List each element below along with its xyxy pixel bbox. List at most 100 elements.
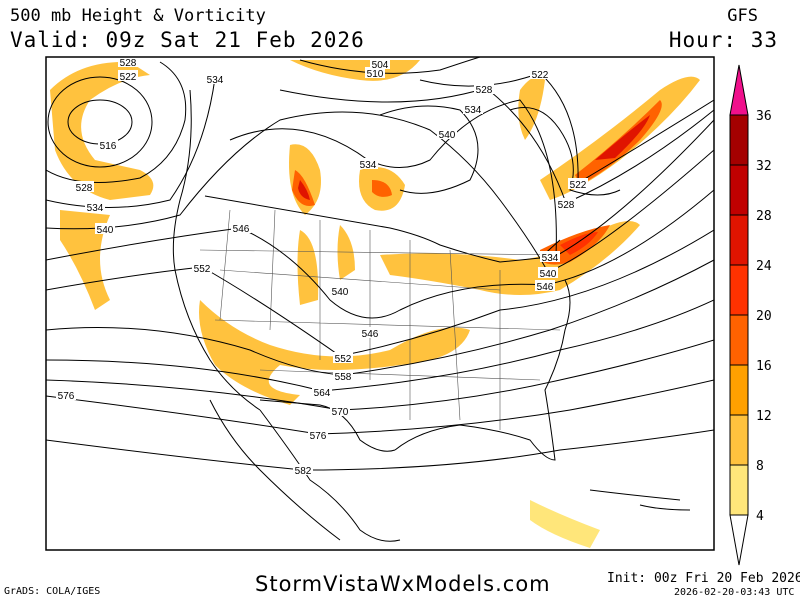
colorbar-segment	[729, 314, 749, 366]
site-name[interactable]: StormVistaWxModels.com	[255, 572, 551, 596]
contour-label-bg	[98, 139, 118, 150]
contour-label: 522	[120, 72, 137, 83]
contour-label-bg	[205, 73, 225, 84]
contour-label: 504	[372, 60, 389, 71]
gulf-coast	[394, 279, 571, 461]
vort-area	[337, 225, 355, 280]
contour-label-bg	[333, 370, 353, 381]
hudson-bay	[379, 105, 479, 194]
contour-564	[46, 299, 714, 392]
vort-area	[290, 60, 420, 81]
state-lines	[199, 209, 561, 430]
vort-area	[297, 230, 319, 305]
contour-label: 546	[233, 224, 250, 235]
colorbar-segment	[729, 114, 749, 166]
generated-timestamp: 2026-02-20-03:43 UTC	[674, 587, 795, 598]
contour-label-bg	[538, 267, 558, 278]
contour-label: 540	[540, 269, 557, 280]
contour-label-bg	[474, 83, 494, 94]
colorbar-tick-label: 20	[756, 309, 772, 324]
contour-label: 534	[465, 105, 482, 116]
quebec-coast	[509, 107, 621, 196]
contour-label: 558	[335, 372, 352, 383]
colorbar-tick-label: 16	[756, 359, 772, 374]
contour-label-bg	[95, 223, 115, 234]
contour-522	[47, 76, 153, 168]
contour-label: 534	[207, 75, 224, 86]
contour-570	[46, 339, 714, 411]
contour-label-bg	[293, 464, 313, 475]
vort-area	[372, 180, 392, 197]
contour-label-bg	[540, 251, 560, 262]
contour-label-bg	[74, 181, 94, 192]
contour-label: 576	[310, 431, 327, 442]
vort-area	[530, 500, 600, 548]
colorbar-segment	[729, 464, 749, 516]
canada-us-border	[204, 195, 561, 263]
contour-label-bg	[118, 57, 138, 67]
contour-label-bg	[118, 70, 138, 81]
contour-label: 510	[367, 69, 384, 80]
colorbar-under-triangle	[729, 514, 749, 566]
contour-label-bg	[333, 352, 353, 363]
contour-546	[46, 189, 714, 319]
contour-label-bg	[330, 405, 350, 416]
valid-time: Valid: 09z Sat 21 Feb 2026	[10, 28, 365, 52]
vorticity-shading	[50, 60, 700, 548]
contour-label-bg	[312, 386, 332, 397]
contour-label: 534	[542, 253, 559, 264]
contour-label-bg	[360, 327, 380, 338]
contour-540	[46, 111, 714, 273]
contour-label: 528	[558, 200, 575, 211]
contour-label: 522	[570, 180, 587, 191]
vort-area	[560, 232, 598, 255]
contour-label: 546	[537, 282, 554, 293]
vort-area	[60, 210, 110, 310]
contour-label-bg	[370, 58, 390, 69]
contour-510	[299, 57, 481, 74]
colorbar-segment	[729, 364, 749, 416]
contour-label-bg	[308, 429, 328, 440]
map-title: 500 mb Height & Vorticity	[10, 6, 266, 26]
contour-label: 528	[476, 85, 493, 96]
contour-label-bg	[358, 158, 378, 169]
colorbar-segment	[729, 164, 749, 216]
contour-label: 516	[100, 141, 117, 152]
colorbar: 4 8 12 16 20 24 28 32 36	[729, 64, 772, 566]
map-frame	[45, 56, 715, 551]
contour-label: 576	[58, 391, 75, 402]
contour-528b	[279, 87, 714, 204]
caribbean	[589, 489, 691, 511]
contour-label: 534	[87, 203, 104, 214]
colorbar-segment	[729, 414, 749, 466]
contour-label: 540	[97, 225, 114, 236]
colorbar-tick-label: 24	[756, 259, 772, 274]
contour-label-bg	[437, 128, 457, 139]
contour-534b	[229, 99, 714, 257]
contour-label: 570	[332, 407, 349, 418]
contour-label: 540	[439, 130, 456, 141]
contour-label-bg	[192, 262, 212, 273]
contour-label-bg	[463, 103, 483, 114]
baja-mexico	[209, 399, 401, 542]
contour-558	[46, 259, 714, 376]
colorbar-segment	[729, 214, 749, 266]
init-time: Init: 00z Fri 20 Feb 2026	[607, 571, 800, 586]
model-name: GFS	[727, 6, 758, 26]
contour-576	[46, 379, 714, 435]
colorbar-over-triangle	[729, 64, 749, 116]
vort-area	[298, 180, 310, 200]
contour-label-bg	[330, 285, 350, 296]
contour-582	[46, 429, 714, 471]
colorbar-tick-label: 8	[756, 459, 764, 474]
contour-label-bg	[568, 178, 588, 189]
contour-label-bg	[365, 67, 385, 78]
colorbar-tick-label: 32	[756, 159, 772, 174]
contour-label: 534	[360, 160, 377, 171]
contour-label: 546	[362, 329, 379, 340]
colorbar-segment	[729, 264, 749, 316]
contour-label-bg	[85, 201, 105, 212]
contour-label: 552	[335, 354, 352, 365]
